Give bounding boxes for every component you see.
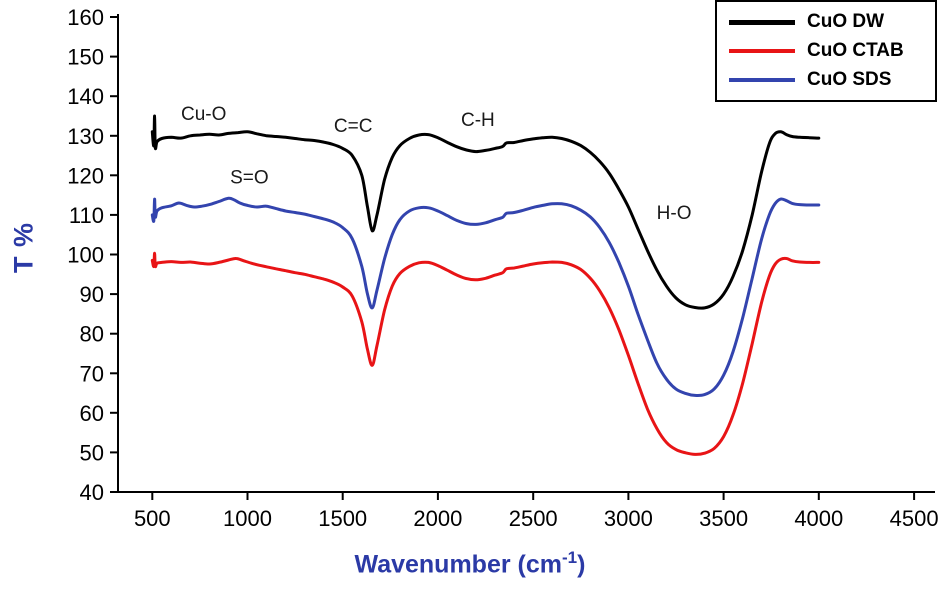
legend-item-cuo-sds: CuO SDS <box>729 69 921 91</box>
svg-text:40: 40 <box>80 480 104 505</box>
legend-line-sample-black <box>729 19 795 25</box>
svg-text:H-O: H-O <box>657 203 692 224</box>
x-axis-label-close: ) <box>577 550 586 579</box>
svg-text:130: 130 <box>67 124 104 149</box>
svg-text:1500: 1500 <box>318 506 367 531</box>
svg-text:60: 60 <box>80 401 104 426</box>
svg-text:4500: 4500 <box>890 506 939 531</box>
svg-text:120: 120 <box>67 163 104 188</box>
y-axis-label: T % <box>8 222 39 274</box>
svg-text:110: 110 <box>69 203 104 228</box>
svg-text:150: 150 <box>67 45 104 70</box>
legend: CuO DW CuO CTAB CuO SDS <box>715 0 937 102</box>
svg-text:2500: 2500 <box>509 506 558 531</box>
svg-text:3000: 3000 <box>604 506 653 531</box>
legend-line-sample-blue <box>729 78 795 82</box>
legend-item-cuo-ctab: CuO CTAB <box>729 40 921 62</box>
svg-text:Cu-O: Cu-O <box>181 104 226 125</box>
svg-text:100: 100 <box>67 243 104 268</box>
x-axis-label-superscript: -1 <box>562 548 578 567</box>
svg-text:1000: 1000 <box>223 506 272 531</box>
svg-text:160: 160 <box>67 5 104 30</box>
svg-text:2000: 2000 <box>413 506 462 531</box>
svg-text:500: 500 <box>134 506 171 531</box>
svg-text:C=C: C=C <box>334 116 373 137</box>
svg-text:C-H: C-H <box>461 110 495 131</box>
svg-text:70: 70 <box>80 361 104 386</box>
x-axis-label: Wavenumber (cm-1) <box>120 548 820 579</box>
svg-text:90: 90 <box>80 282 104 307</box>
svg-text:50: 50 <box>80 440 104 465</box>
legend-label: CuO SDS <box>807 69 892 90</box>
x-axis-label-text: Wavenumber (cm <box>354 550 562 579</box>
legend-label: CuO CTAB <box>807 40 904 61</box>
svg-text:S=O: S=O <box>230 167 269 188</box>
legend-item-cuo-dw: CuO DW <box>729 11 921 33</box>
svg-text:4000: 4000 <box>794 506 843 531</box>
legend-line-sample-red <box>729 49 795 53</box>
svg-text:80: 80 <box>80 322 104 347</box>
svg-text:3500: 3500 <box>699 506 748 531</box>
svg-text:140: 140 <box>67 84 104 109</box>
legend-label: CuO DW <box>807 11 885 32</box>
